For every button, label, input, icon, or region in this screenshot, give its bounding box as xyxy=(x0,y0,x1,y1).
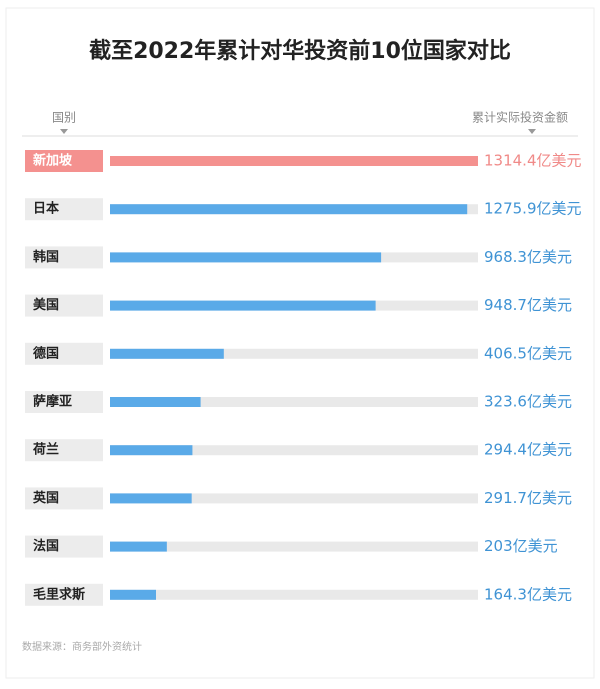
label-box xyxy=(25,391,103,413)
category-label: 德国 xyxy=(33,345,59,361)
value-label: 291.7亿美元 xyxy=(484,489,572,507)
bar-track xyxy=(110,589,478,600)
bar xyxy=(110,445,193,456)
category-label: 萨摩亚 xyxy=(33,394,72,410)
value-label: 1314.4亿美元 xyxy=(484,152,582,170)
bar-track xyxy=(110,493,478,504)
bar-track xyxy=(110,541,478,552)
value-label: 294.4亿美元 xyxy=(484,441,572,459)
bar xyxy=(110,541,167,552)
bar xyxy=(110,589,156,600)
bar xyxy=(110,493,192,504)
source: 数据来源：商务部外资统计 xyxy=(22,640,142,653)
value-label: 1275.9亿美元 xyxy=(484,200,582,218)
header-arrow xyxy=(528,129,536,134)
value-label: 323.6亿美元 xyxy=(484,393,572,411)
label-box xyxy=(25,535,103,558)
value-label: 406.5亿美元 xyxy=(484,344,572,362)
label-box xyxy=(25,487,103,510)
card xyxy=(5,7,595,679)
label-box xyxy=(25,294,103,317)
value-label: 968.3亿美元 xyxy=(484,248,572,266)
label-box xyxy=(25,342,103,365)
value-label: 948.7亿美元 xyxy=(484,296,572,314)
category-label: 法国 xyxy=(33,538,59,554)
bar xyxy=(110,300,376,311)
bar xyxy=(110,252,382,263)
header-arrow xyxy=(60,129,68,134)
bar xyxy=(110,156,478,166)
chart-title: 截至2022年累计对华投资前10位国家对比 xyxy=(89,38,511,64)
category-label: 日本 xyxy=(33,201,59,217)
bar xyxy=(110,348,224,359)
bar-track xyxy=(110,445,478,456)
label-box xyxy=(25,246,103,269)
category-label: 英国 xyxy=(32,490,59,506)
value-header: 累计实际投资金额 xyxy=(472,110,568,125)
category-label: 韩国 xyxy=(33,249,59,265)
category-label: 毛里求斯 xyxy=(33,586,85,602)
value-label: 164.3亿美元 xyxy=(484,585,572,603)
category-label: 美国 xyxy=(33,297,59,313)
label-box xyxy=(25,439,103,462)
category-label: 新加坡 xyxy=(33,153,73,169)
bar-track xyxy=(110,397,478,407)
label-box xyxy=(25,198,103,221)
bar xyxy=(110,397,201,407)
bar xyxy=(110,204,468,215)
label-box xyxy=(25,150,103,172)
category-label: 荷兰 xyxy=(32,442,59,458)
bar-track xyxy=(110,348,478,359)
value-label: 203亿美元 xyxy=(484,537,558,555)
label-box xyxy=(25,583,103,606)
category-header: 国别 xyxy=(52,111,76,125)
